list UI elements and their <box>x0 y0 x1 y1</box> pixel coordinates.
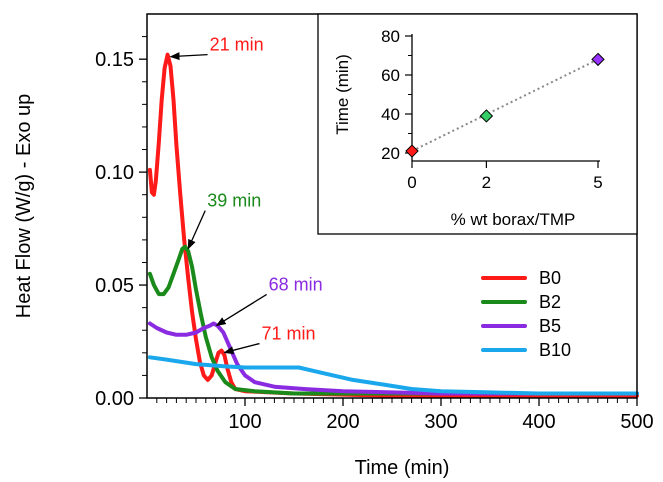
inset-data <box>405 52 605 158</box>
x-tick-label: 100 <box>228 411 261 433</box>
legend-label-b0: B0 <box>539 268 561 288</box>
annotation-arrow <box>223 342 260 355</box>
series-line-b2 <box>147 244 639 396</box>
legend-label-b2: B2 <box>539 292 561 312</box>
series-line-b5 <box>147 321 639 396</box>
inset-y-axis-label: Time (min) <box>333 54 352 135</box>
annotation-arrow <box>215 293 267 327</box>
inset-point <box>405 144 419 158</box>
inset-chart: 20 40 60 80 0 2 5 % wt borax/TMP Time (min) <box>317 13 638 235</box>
inset-y-tick-label: 20 <box>381 144 400 163</box>
inset-y-tick-label: 60 <box>381 66 400 85</box>
inset-x-axis-label: % wt borax/TMP <box>451 210 576 229</box>
inset-y-tick-label: 80 <box>381 27 400 46</box>
y-tick-label: 0.15 <box>95 49 134 71</box>
annotation-label: 68 min <box>269 274 323 294</box>
inset-point <box>591 52 605 67</box>
inset-box <box>317 13 638 235</box>
inset-x-tick-label: 5 <box>593 173 602 192</box>
annotation-label: 71 min <box>261 324 315 344</box>
series-line-b10 <box>147 355 639 396</box>
x-tick-label: 200 <box>326 411 359 433</box>
inset-x-tick-label: 2 <box>482 173 491 192</box>
main-annotations: 21 min 39 min 68 min 71 min <box>169 35 323 355</box>
inset-axes: 20 40 60 80 0 2 5 <box>381 27 603 192</box>
legend-label-b5: B5 <box>539 316 561 336</box>
x-tick-label: 300 <box>424 411 457 433</box>
y-tick-label: 0.00 <box>95 388 134 410</box>
annotation-label: 21 min <box>210 35 264 55</box>
inset-x-tick-label: 0 <box>407 173 416 192</box>
annotation-arrow <box>169 52 208 61</box>
legend-label-b10: B10 <box>539 340 571 360</box>
main-series-group <box>147 52 639 398</box>
annotation-label: 39 min <box>207 191 261 211</box>
inset-y-tick-label: 40 <box>381 105 400 124</box>
x-tick-label: 500 <box>620 411 653 433</box>
legend: B0 B2 B5 B10 <box>481 268 571 360</box>
y-tick-label: 0.05 <box>95 275 134 297</box>
y-tick-label: 0.10 <box>95 162 134 184</box>
inset-point <box>479 109 494 123</box>
x-axis-label: Time (min) <box>355 457 450 479</box>
x-tick-label: 400 <box>522 411 555 433</box>
y-axis-label: Heat Flow (W/g) - Exo up <box>13 94 35 319</box>
series-line-b0 <box>147 52 639 398</box>
annotation-arrow <box>187 210 206 250</box>
